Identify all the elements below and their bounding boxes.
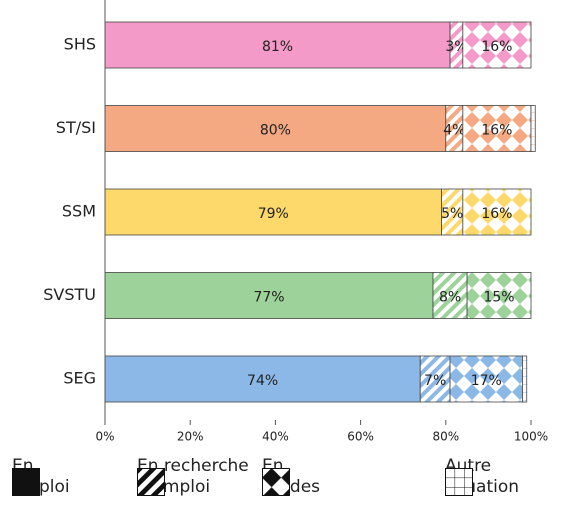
- bar-segment: [104, 272, 434, 319]
- x-tick-label: 0%: [95, 430, 114, 444]
- category-label: SSM: [62, 202, 96, 221]
- bar-segment: [419, 355, 451, 403]
- data-label: 3%: [445, 39, 467, 55]
- category-label: ST/SI: [56, 118, 96, 137]
- bar-segment: [530, 105, 536, 152]
- data-label: 8%: [439, 290, 461, 306]
- data-label: 80%: [260, 123, 291, 139]
- bar-segment: [462, 105, 532, 152]
- data-label: 79%: [258, 206, 289, 222]
- data-label: 16%: [481, 206, 512, 222]
- data-label: 5%: [441, 206, 463, 222]
- data-label: 16%: [481, 39, 512, 55]
- bar-segment: [104, 21, 451, 69]
- data-label: 7%: [424, 373, 446, 389]
- legend-swatch: [12, 468, 40, 496]
- data-label: 16%: [481, 123, 512, 139]
- x-tick-label: 40%: [262, 430, 289, 444]
- legend-item: En recherche d'emploi: [137, 456, 267, 498]
- bar-segment: [462, 21, 532, 69]
- bar-segment: [466, 272, 532, 319]
- x-tick-label: 80%: [432, 430, 459, 444]
- data-label: 17%: [471, 373, 502, 389]
- bar-segment: [522, 355, 528, 403]
- x-tick-label: 20%: [177, 430, 204, 444]
- data-label: 81%: [262, 39, 293, 55]
- bar-segment: [449, 355, 523, 403]
- legend-swatch: [445, 468, 473, 496]
- legend-item: En études: [262, 456, 320, 498]
- data-label: 74%: [247, 373, 278, 389]
- category-label: SEG: [63, 369, 96, 388]
- data-label: 4%: [443, 123, 465, 139]
- category-label: SVSTU: [43, 285, 96, 304]
- legend-item: En emploi: [12, 456, 70, 498]
- legend-swatch: [137, 468, 165, 496]
- data-label: 15%: [483, 290, 514, 306]
- data-label: 77%: [253, 290, 284, 306]
- plot: 0% 20% 40% 60% 80% 100% SHS 81% 3% 16% ST/SI 80% 4% 1…: [43, 0, 548, 444]
- legend-item: Autre situation: [445, 456, 555, 498]
- x-tick-label: 100%: [514, 430, 548, 444]
- legend-swatch: [262, 468, 290, 496]
- bar-segment: [104, 355, 421, 403]
- bar-segment: [104, 188, 442, 236]
- category-label: SHS: [64, 35, 96, 54]
- bar-segment: [462, 188, 532, 236]
- x-tick-label: 60%: [347, 430, 374, 444]
